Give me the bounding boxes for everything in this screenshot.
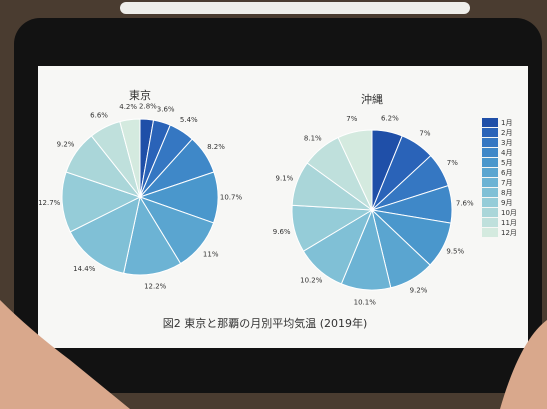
legend-swatch: [482, 148, 498, 157]
legend-label: 9月: [501, 199, 512, 207]
value-label: 2.8%: [139, 102, 157, 110]
value-label: 7%: [346, 115, 357, 123]
legend-label: 3月: [501, 139, 512, 147]
value-label: 6.6%: [90, 112, 108, 120]
legend-label: 5月: [501, 159, 512, 167]
value-label: 9.2%: [57, 141, 75, 149]
value-label: 11%: [203, 250, 219, 258]
pencil: [120, 2, 470, 14]
value-label: 9.6%: [273, 228, 291, 236]
legend-label: 10月: [501, 209, 517, 217]
chart-title: 沖縄: [361, 92, 383, 106]
value-label: 4.2%: [119, 103, 137, 111]
value-label: 12.2%: [144, 283, 167, 291]
value-label: 8.1%: [304, 134, 322, 142]
caption: 図2 東京と那覇の月別平均気温 (2019年): [163, 316, 368, 330]
value-label: 12.7%: [38, 199, 61, 207]
value-label: 3.6%: [157, 106, 175, 114]
value-label: 9.2%: [410, 286, 428, 294]
legend-swatch: [482, 168, 498, 177]
value-label: 10.7%: [220, 194, 243, 202]
value-label: 8.2%: [207, 143, 225, 151]
legend-swatch: [482, 158, 498, 167]
legend-swatch: [482, 208, 498, 217]
legend-swatch: [482, 198, 498, 207]
legend-swatch: [482, 228, 498, 237]
legend-label: 2月: [501, 129, 512, 137]
value-label: 9.1%: [276, 175, 294, 183]
value-label: 14.4%: [73, 265, 96, 273]
value-label: 7%: [447, 159, 458, 167]
legend-label: 12月: [501, 229, 517, 237]
legend-swatch: [482, 138, 498, 147]
legend-swatch: [482, 118, 498, 127]
legend-swatch: [482, 178, 498, 187]
legend-label: 6月: [501, 169, 512, 177]
value-label: 7.6%: [456, 199, 474, 207]
value-label: 5.4%: [180, 116, 198, 124]
legend-swatch: [482, 218, 498, 227]
page: 東京 沖縄 図2 東京と那覇の月別平均気温 (2019年) 2.8%3.6% 5.…: [0, 0, 547, 409]
value-label: 10.2%: [300, 276, 323, 284]
value-label: 7%: [419, 130, 430, 138]
value-label: 6.2%: [381, 115, 399, 123]
chart-title: 東京: [129, 88, 151, 102]
legend-label: 1月: [501, 119, 512, 127]
legend-swatch: [482, 128, 498, 137]
legend-label: 11月: [501, 219, 517, 227]
photo: 東京 沖縄 図2 東京と那覇の月別平均気温 (2019年) 2.8%3.6% 5.…: [0, 0, 547, 409]
legend-swatch: [482, 188, 498, 197]
value-label: 10.1%: [354, 299, 377, 307]
value-label: 9.5%: [446, 247, 464, 255]
legend-label: 8月: [501, 189, 512, 197]
legend-label: 4月: [501, 149, 512, 157]
legend-label: 7月: [501, 179, 512, 187]
